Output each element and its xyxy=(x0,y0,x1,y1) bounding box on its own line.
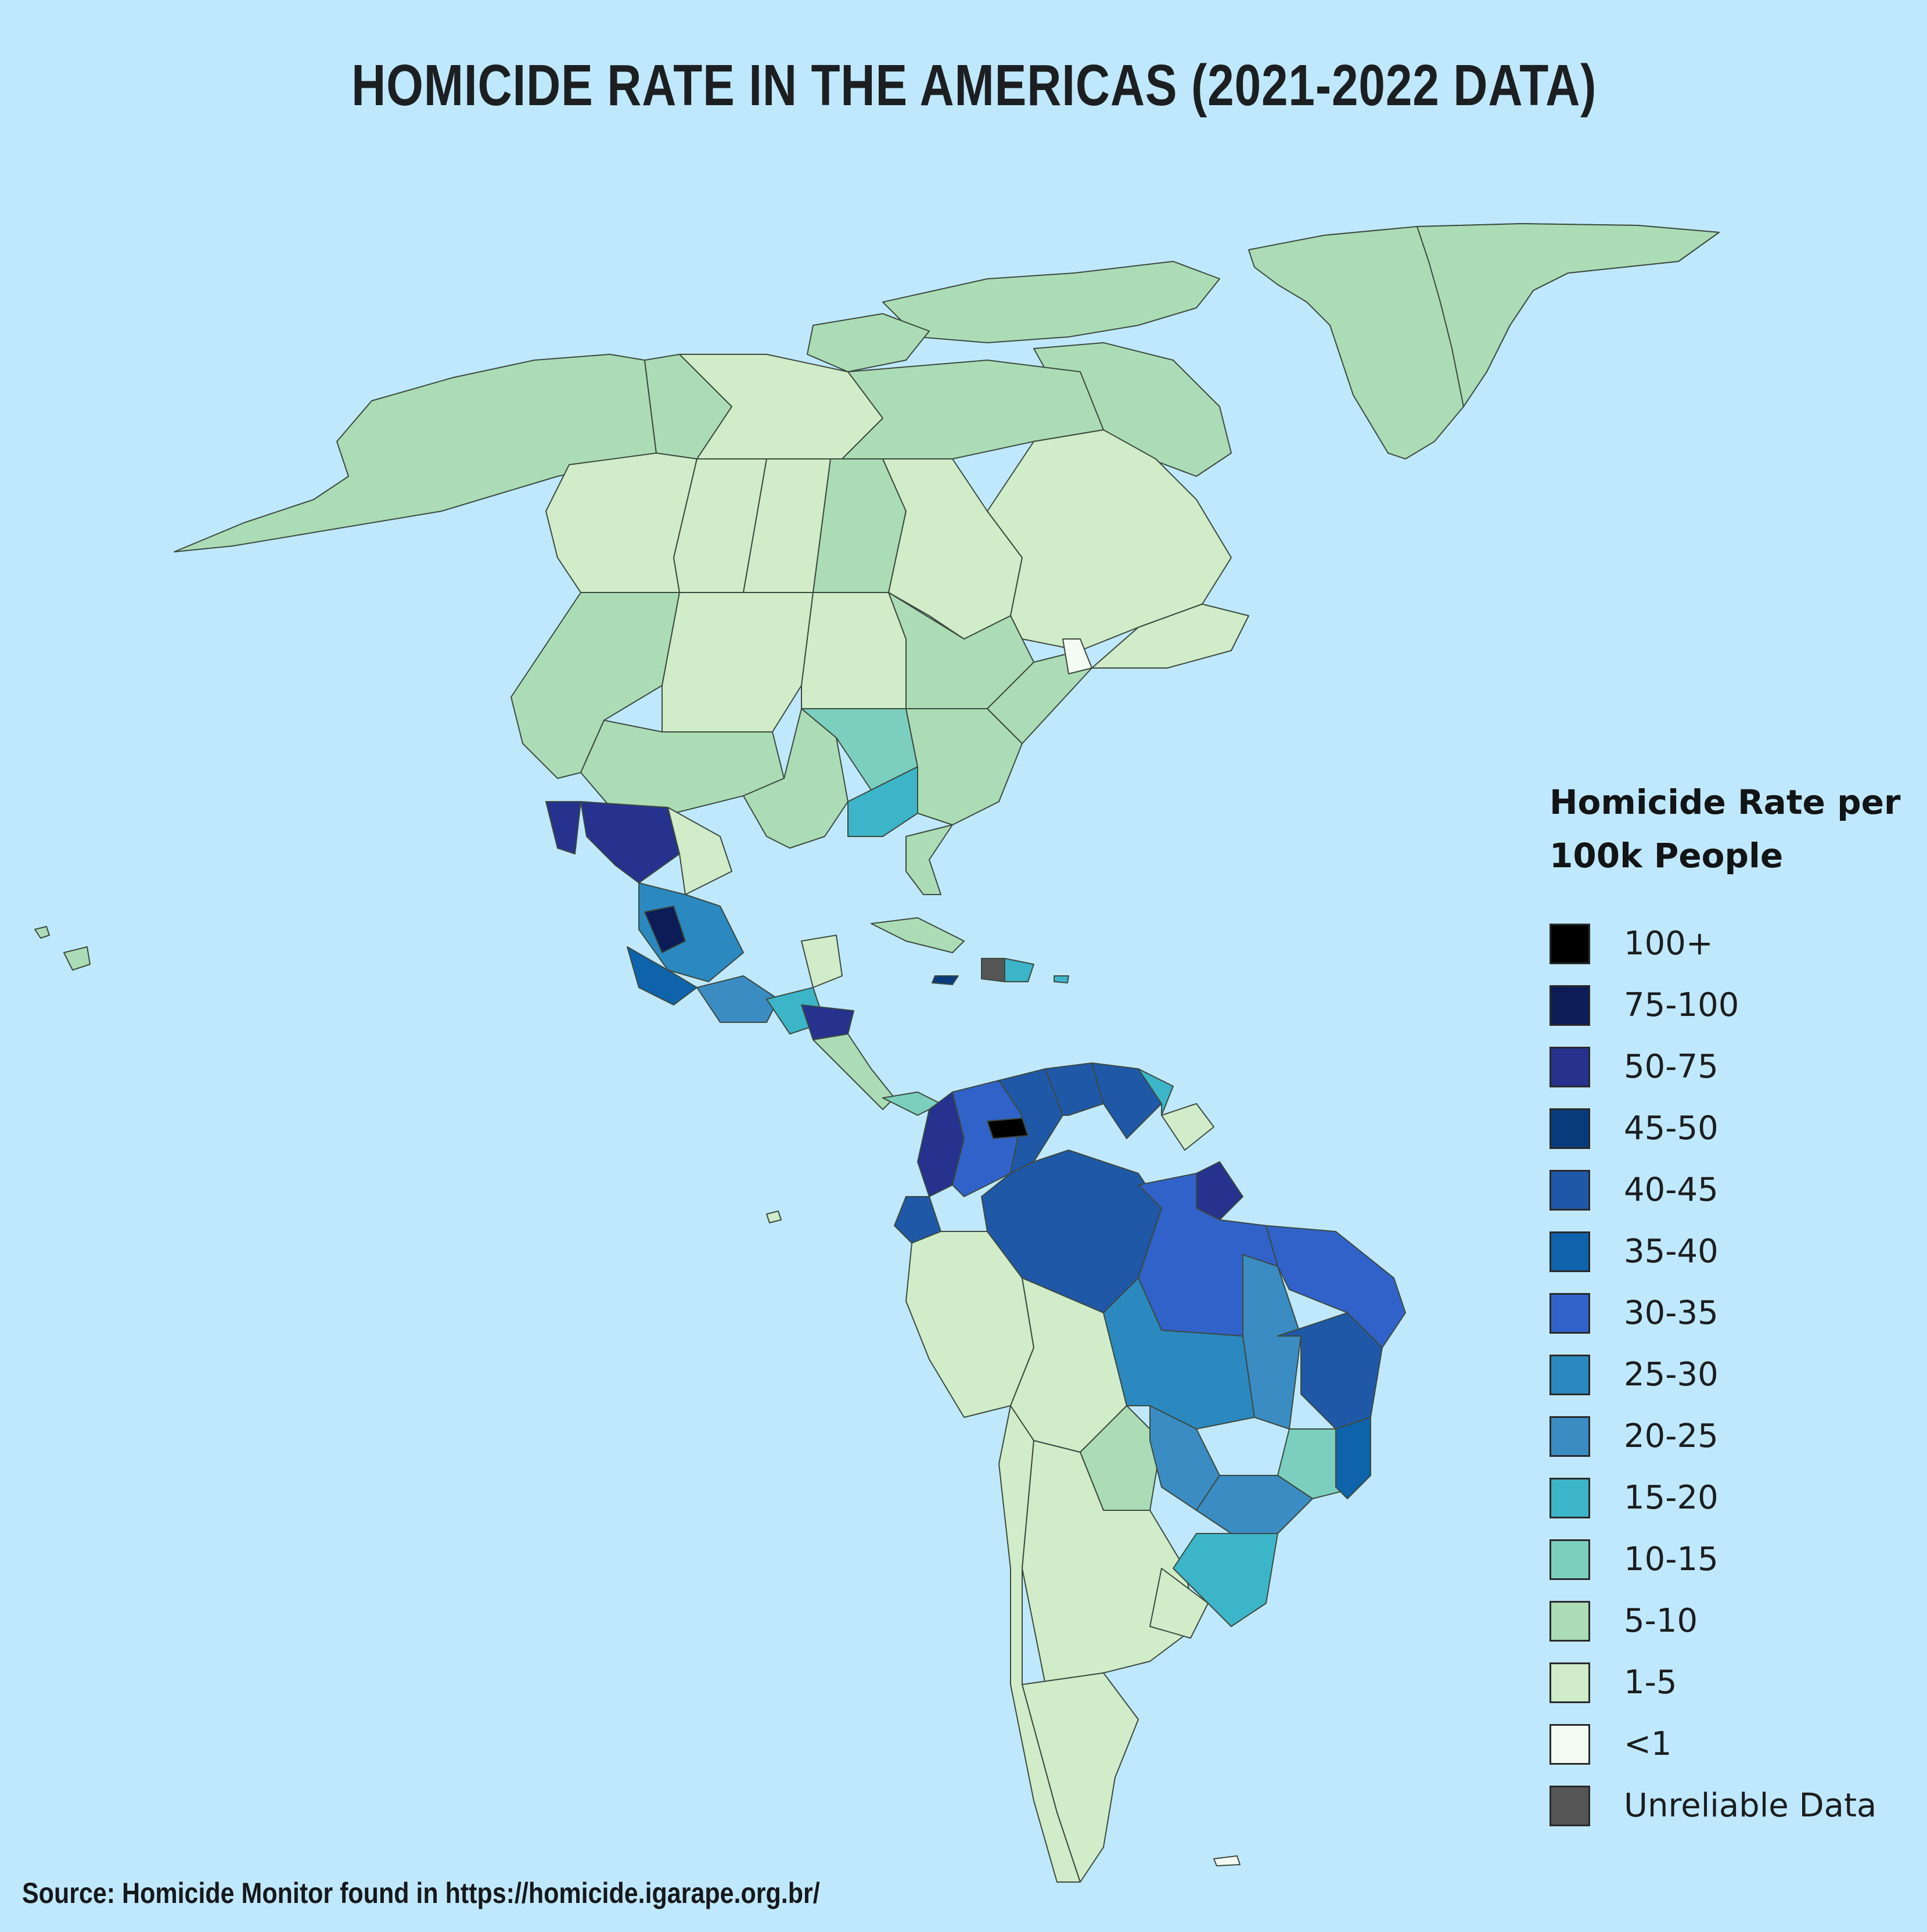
region-sonora-chihuahua xyxy=(580,801,680,884)
legend-item: 100+ xyxy=(1549,924,1921,970)
region-uruguay xyxy=(1149,1568,1209,1639)
region-new-england xyxy=(1062,638,1092,674)
legend-label: 1-5 xyxy=(1624,1664,1677,1701)
region-northeast-mexico xyxy=(667,807,732,895)
region-florida xyxy=(905,824,953,895)
legend-item: 10-15 xyxy=(1549,1539,1921,1586)
legend-item: 25-30 xyxy=(1549,1355,1921,1401)
region-venezuela-east xyxy=(1091,1062,1162,1139)
legend-swatch xyxy=(1549,924,1590,964)
region-arctic-islands-1 xyxy=(882,261,1220,343)
legend-label: 40-45 xyxy=(1624,1171,1719,1209)
legend-swatch xyxy=(1549,985,1590,1026)
legend-item: 5-10 xyxy=(1549,1601,1921,1647)
legend-label: 50-75 xyxy=(1624,1048,1719,1086)
legend-swatch xyxy=(1549,1108,1590,1149)
legend-swatch xyxy=(1549,1724,1590,1765)
legend-swatch xyxy=(1549,1601,1590,1642)
legend-label: 75-100 xyxy=(1624,986,1739,1024)
region-puerto-rico xyxy=(1054,975,1069,983)
legend-item: 40-45 xyxy=(1549,1170,1921,1216)
legend-swatch xyxy=(1549,1662,1590,1703)
legend-label: 100+ xyxy=(1624,925,1713,963)
region-british-columbia xyxy=(545,453,698,593)
legend-label: 20-25 xyxy=(1624,1417,1719,1455)
legend-swatch xyxy=(1549,1170,1590,1211)
region-usa-mountain xyxy=(661,592,814,732)
legend-swatch xyxy=(1549,1231,1590,1272)
legend-swatch xyxy=(1549,1478,1590,1518)
region-jamaica xyxy=(932,975,959,985)
legend-label: 35-40 xyxy=(1624,1233,1719,1270)
legend-swatch xyxy=(1549,1293,1590,1334)
region-colima-michoacan xyxy=(627,946,698,1005)
legend-label: 5-10 xyxy=(1624,1602,1698,1640)
source-note: Source: Homicide Monitor found in https:… xyxy=(22,1877,820,1909)
region-baja-california xyxy=(545,801,581,854)
region-guanajuato xyxy=(644,906,686,953)
region-northeast-brazil xyxy=(1266,1225,1406,1348)
region-hawaii xyxy=(34,926,91,971)
region-cuba xyxy=(871,917,965,953)
legend-label: 15-20 xyxy=(1624,1479,1719,1517)
region-argentina-south xyxy=(1022,1672,1139,1883)
legend-label: 30-35 xyxy=(1624,1294,1719,1332)
region-southern-mexico xyxy=(696,975,779,1023)
legend-swatch xyxy=(1549,1047,1590,1087)
legend-label: <1 xyxy=(1624,1725,1672,1763)
region-rio-espirito-santo xyxy=(1335,1417,1371,1499)
legend-swatch xyxy=(1549,1786,1590,1826)
region-galapagos xyxy=(766,1211,782,1223)
legend-item: 45-50 xyxy=(1549,1108,1921,1155)
region-usa-plains xyxy=(801,592,907,709)
legend-item: 1-5 xyxy=(1549,1662,1921,1709)
legend-item: 75-100 xyxy=(1549,985,1921,1032)
region-falklands xyxy=(1213,1855,1241,1866)
legend-item: 30-35 xyxy=(1549,1293,1921,1340)
region-venezuela-west xyxy=(1045,1062,1104,1116)
legend-swatch xyxy=(1549,1355,1590,1395)
region-venezuela-bolivar xyxy=(987,1118,1029,1139)
legend-swatch xyxy=(1549,1539,1590,1580)
region-haiti xyxy=(981,958,1005,982)
map-title: HOMICIDE RATE IN THE AMERICAS (2021-2022… xyxy=(351,53,1597,118)
legend-item: 50-75 xyxy=(1549,1047,1921,1093)
region-suriname-guiana xyxy=(1161,1103,1214,1151)
region-yucatan xyxy=(801,935,843,988)
legend-label: 10-15 xyxy=(1624,1540,1719,1578)
region-alaska xyxy=(174,354,657,552)
legend-swatch xyxy=(1549,1416,1590,1457)
legend-item: <1 xyxy=(1549,1724,1921,1771)
region-greenland-east xyxy=(1417,223,1720,407)
region-central-america-south xyxy=(812,1033,895,1110)
legend: Homicide Rate per 100k People 100+ 75-100… xyxy=(1549,775,1901,1826)
legend-item: 35-40 xyxy=(1549,1231,1921,1278)
region-dominican-republic xyxy=(1004,958,1034,982)
legend-label: 45-50 xyxy=(1624,1109,1719,1147)
legend-title: Homicide Rate per 100k People xyxy=(1549,782,1901,875)
region-arctic-islands-2 xyxy=(807,313,930,372)
legend-label: 25-30 xyxy=(1624,1356,1719,1394)
legend-item: 20-25 xyxy=(1549,1416,1921,1463)
legend-item: Unreliable Data xyxy=(1549,1786,1921,1832)
region-southern-brazil xyxy=(1173,1533,1278,1627)
legend-label: Unreliable Data xyxy=(1624,1787,1877,1825)
legend-item: 15-20 xyxy=(1549,1478,1921,1524)
